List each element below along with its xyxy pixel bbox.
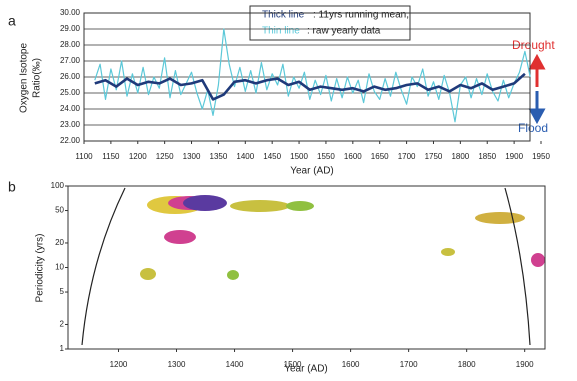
x-tick-label: 1450 [263, 152, 281, 161]
x-tick-label: 1150 [102, 152, 120, 161]
x-tick-label: 1400 [236, 152, 254, 161]
y-tick-label: 1 [60, 344, 65, 353]
x-tick-label: 1200 [129, 152, 147, 161]
flood-label: Flood [518, 121, 548, 135]
x-tick-label: 1550 [317, 152, 335, 161]
legend-entry: Thick line [262, 10, 305, 21]
x-tick-label: 1950 [532, 152, 550, 161]
wavelet-power [81, 187, 545, 346]
y-tick-label: 29.00 [60, 24, 81, 33]
legend-text: : raw yearly data [307, 26, 381, 37]
y-tick-label: 30.00 [60, 8, 81, 17]
y-tick-label: 26.00 [60, 72, 81, 81]
panel-label: a [8, 13, 16, 29]
x-tick-label: 1800 [458, 360, 476, 369]
y-tick-label: 20 [55, 238, 64, 247]
y-tick-label: 50 [55, 206, 64, 215]
x-tick-label: 1600 [344, 152, 362, 161]
x-tick-label: 1200 [110, 360, 128, 369]
drought-arrow [528, 53, 546, 87]
x-tick-label: 1300 [183, 152, 201, 161]
y-axis-label: Periodicity (yrs) [35, 234, 46, 303]
x-tick-label: 1800 [451, 152, 469, 161]
legend-entry: Thin line [262, 26, 300, 37]
x-tick-label: 1500 [284, 360, 302, 369]
y-tick-label: 28.00 [60, 40, 81, 49]
y-tick-label: 23.00 [60, 120, 81, 129]
flood-arrow [528, 91, 546, 125]
x-tick-label: 1600 [342, 360, 360, 369]
x-tick-label: 1750 [425, 152, 443, 161]
x-tick-label: 1650 [371, 152, 389, 161]
y-tick-label: 100 [51, 181, 65, 190]
x-tick-label: 1700 [398, 152, 416, 161]
y-axis-label: Ratio(‰) [32, 58, 43, 98]
x-axis-label: Year (AD) [284, 364, 328, 375]
plot-frame [67, 185, 546, 350]
legend-text: : 11yrs running mean, [313, 10, 409, 21]
y-axis-label: Oxygen Isotope [19, 43, 30, 113]
y-tick-label: 24.00 [60, 104, 81, 113]
x-tick-label: 1400 [226, 360, 244, 369]
x-tick-label: 1850 [478, 152, 496, 161]
x-tick-label: 1900 [505, 152, 523, 161]
x-tick-label: 1100 [75, 152, 93, 161]
y-tick-label: 2 [60, 320, 65, 329]
x-tick-label: 1350 [210, 152, 228, 161]
y-tick-label: 10 [55, 263, 64, 272]
drought-label: Drought [512, 38, 555, 52]
data-line [94, 28, 531, 123]
y-tick-label: 25.00 [60, 88, 81, 97]
data-line [94, 72, 526, 101]
y-tick-label: 5 [60, 287, 65, 296]
x-tick-label: 1500 [290, 152, 308, 161]
x-axis-label: Year (AD) [290, 166, 334, 177]
legend-box [249, 5, 411, 41]
x-tick-label: 1900 [516, 360, 534, 369]
x-tick-label: 1300 [168, 360, 186, 369]
y-tick-label: 27.00 [60, 56, 81, 65]
y-tick-label: 22.00 [60, 136, 81, 145]
panel-label: b [8, 179, 16, 195]
x-tick-label: 1250 [156, 152, 174, 161]
x-tick-label: 1700 [400, 360, 418, 369]
